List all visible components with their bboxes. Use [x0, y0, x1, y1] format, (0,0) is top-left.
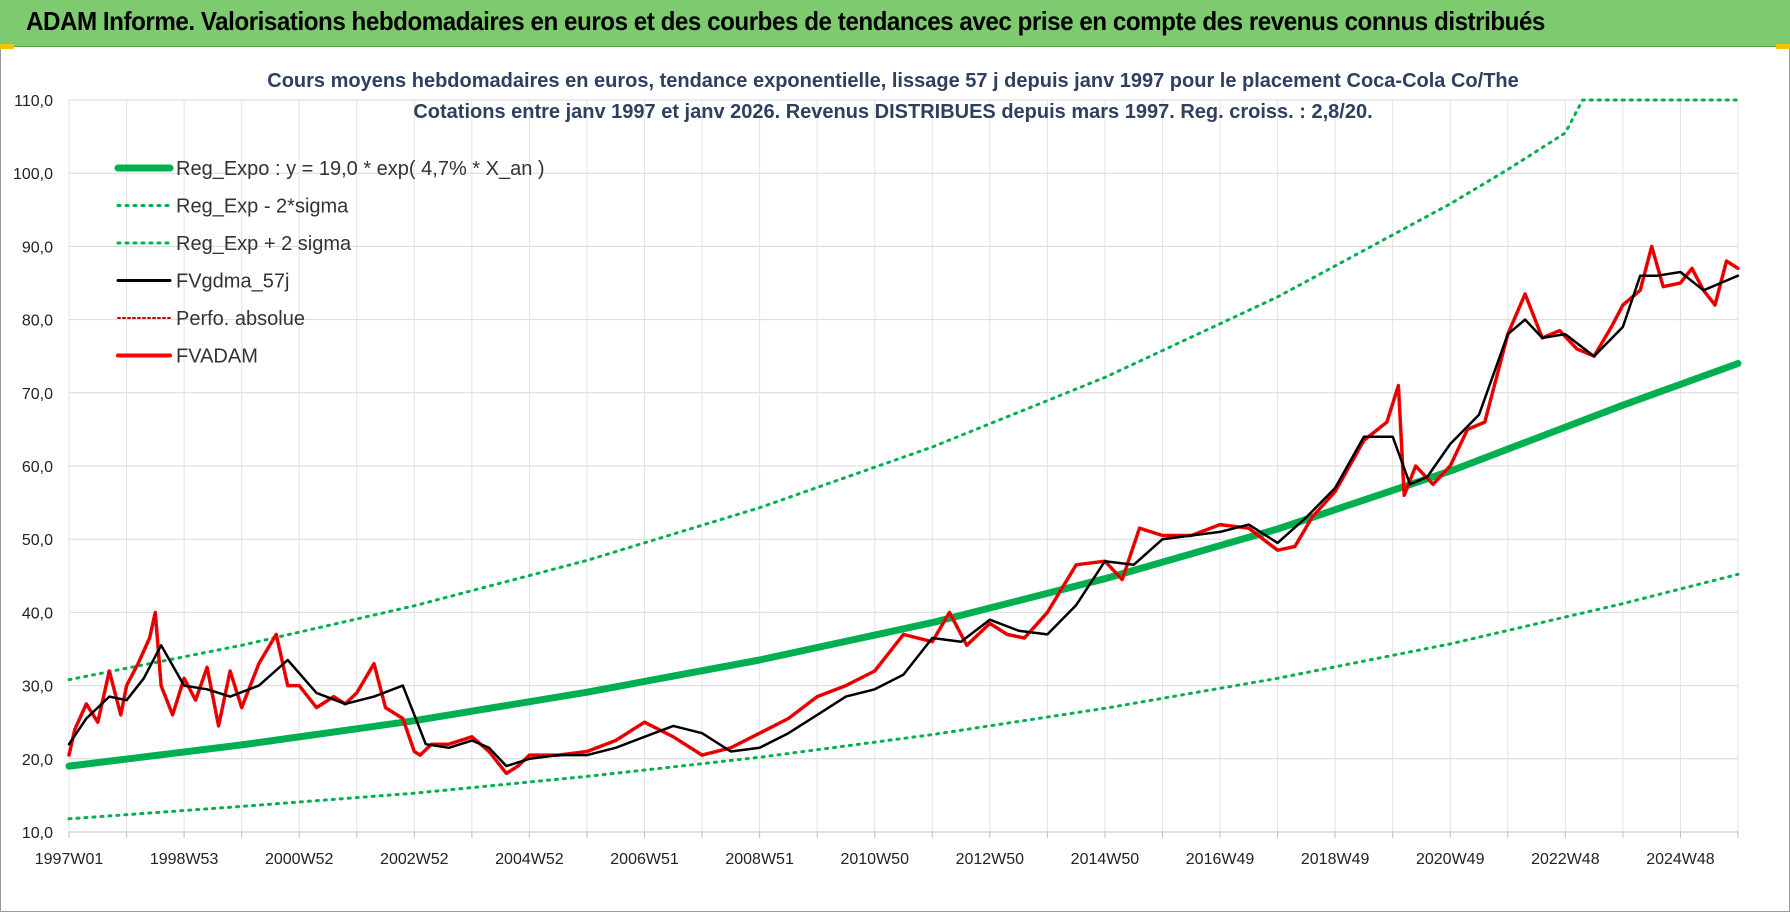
axes: 10,0 20,0 30,0 40,0 50,0 60,0 70,0 80,0 90,0 100,… — [13, 93, 1739, 868]
x-tick-label: 2018W49 — [1301, 851, 1370, 868]
corner-marker — [0, 44, 14, 49]
legend-label-reg_expo: Reg_Expo : y = 19,0 * exp( 4,7% * X_an ) — [176, 158, 545, 180]
y-tick-label: 80,0 — [22, 313, 53, 330]
x-tick-label: 1997W01 — [35, 851, 104, 868]
report-header: ADAM Informe. Valorisations hebdomadaire… — [0, 0, 1790, 47]
x-tick-label: 2012W50 — [956, 851, 1025, 868]
fvgdma-line — [67, 270, 1740, 768]
y-tick-label: 50,0 — [22, 532, 53, 549]
corner-marker — [1776, 44, 1790, 49]
y-tick-label: 10,0 — [22, 825, 53, 842]
reg-expo-line — [65, 360, 1742, 770]
legend-label-reg_lo: Reg_Exp - 2*sigma — [176, 196, 349, 218]
x-tick-label: 2022W48 — [1531, 851, 1600, 868]
y-tick-label: 100,0 — [13, 166, 53, 183]
y-tick-label: 90,0 — [22, 239, 53, 256]
y-tick-label: 30,0 — [22, 679, 53, 696]
reg-upper-band-line — [67, 98, 1740, 682]
perfo-line — [68, 245, 1739, 775]
legend-label-fvgdma: FVgdma_57j — [176, 271, 289, 293]
legend: Reg_Expo : y = 19,0 * exp( 4,7% * X_an )… — [114, 158, 545, 368]
x-tick-label: 2016W49 — [1186, 851, 1255, 868]
x-tick-label: 2004W52 — [495, 851, 564, 868]
x-tick-label: 1998W53 — [150, 851, 219, 868]
y-tick-label: 60,0 — [22, 459, 53, 476]
y-tick-label: 110,0 — [14, 93, 53, 110]
y-tick-label: 70,0 — [22, 386, 53, 403]
x-tick-label: 2002W52 — [380, 851, 449, 868]
y-tick-label: 40,0 — [22, 605, 53, 622]
x-tick-label: 2006W51 — [610, 851, 679, 868]
legend-label-fvadam: FVADAM — [176, 346, 258, 368]
x-tick-label: 2014W50 — [1071, 851, 1140, 868]
x-tick-label: 2000W52 — [265, 851, 334, 868]
reg-lower-band-line — [67, 572, 1740, 821]
y-tick-label: 20,0 — [22, 752, 53, 769]
chart-subtitle: Cotations entre janv 1997 et janv 2026. … — [413, 101, 1372, 123]
x-tick-label: 2020W49 — [1416, 851, 1485, 868]
x-tick-label: 2008W51 — [725, 851, 794, 868]
grid — [68, 99, 1739, 833]
legend-label-perfo: Perfo. absolue — [176, 308, 305, 330]
chart-title: Cours moyens hebdomadaires en euros, ten… — [267, 70, 1519, 92]
report-title: ADAM Informe. Valorisations hebdomadaire… — [26, 6, 1545, 36]
legend-label-reg_hi: Reg_Exp + 2 sigma — [176, 233, 352, 255]
x-tick-label: 2024W48 — [1646, 851, 1715, 868]
x-tick-label: 2010W50 — [840, 851, 909, 868]
line-chart: 10,0 20,0 30,0 40,0 50,0 60,0 70,0 80,0 90,0 100,… — [13, 70, 1742, 868]
series-group — [65, 98, 1742, 821]
